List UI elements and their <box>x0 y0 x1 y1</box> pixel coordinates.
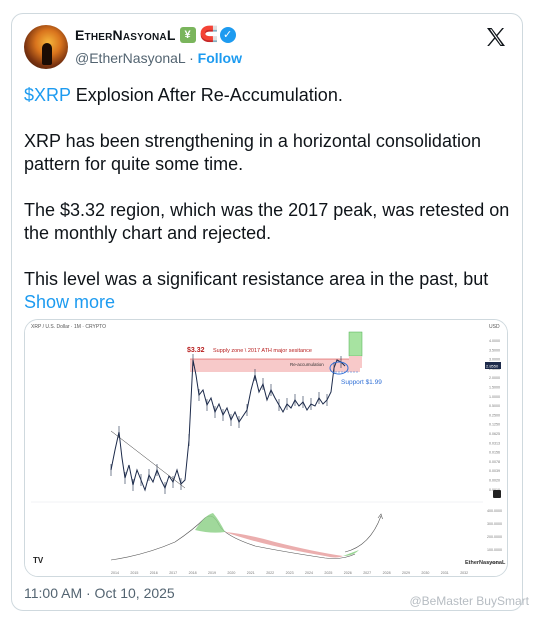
y-tick-label: 2.0000 <box>489 376 500 380</box>
reaccumulation-label: Re-accumulation <box>290 362 324 367</box>
y-tick-label: 0.0020 <box>489 479 500 483</box>
handle[interactable]: @EtherNasyonaL <box>75 50 186 66</box>
x-tick-label: 2023 <box>286 571 294 575</box>
x-tick-label: 2017 <box>169 571 177 575</box>
y-tick-label: 0.0156 <box>489 451 500 455</box>
support-label: Support $1.99 <box>341 379 382 386</box>
headline: $XRP Explosion After Re-Accumulation. <box>24 84 512 107</box>
x-tick-label: 2024 <box>305 571 313 575</box>
magnet-badge-icon: 🧲 <box>199 26 219 43</box>
follow-button[interactable]: Follow <box>197 50 242 66</box>
oscillator-up-fill <box>195 513 225 533</box>
x-tick-label: 2016 <box>150 571 158 575</box>
candles <box>110 354 342 494</box>
paragraph-3: The $3.32 region, which was the 2017 pea… <box>24 200 510 243</box>
y-tick-label: 0.0625 <box>489 432 500 436</box>
display-name[interactable]: EtherNasyonaL <box>75 27 176 43</box>
retest-circle <box>329 361 349 375</box>
x-tick-label: 2028 <box>383 571 391 575</box>
y-tick-label: 1.0000 <box>489 395 500 399</box>
headline-text: Explosion After Re-Accumulation. <box>70 85 343 105</box>
footer-watermark: @BeMaster BuySmart <box>409 594 529 608</box>
x-tick-label: 2032 <box>460 571 468 575</box>
y-tick-label: 0.5000 <box>489 404 500 408</box>
osc-tick-label: 300.0000 <box>487 522 502 526</box>
arrow-head <box>377 513 383 520</box>
paragraph-4: This level was a significant resistance … <box>24 268 512 314</box>
x-tick-label: 2031 <box>441 571 449 575</box>
y-tick-label: 0.2500 <box>489 413 500 417</box>
osc-tick-label: 200.0000 <box>487 535 502 539</box>
zone-label: Supply zone \ 2017 ATH major sesitance <box>213 348 312 354</box>
cashtag-link[interactable]: $XRP <box>24 85 71 105</box>
y-tick-label: 0.0039 <box>489 469 500 473</box>
verified-badge-icon: ✓ <box>219 27 236 43</box>
x-tick-label: 2026 <box>344 571 352 575</box>
price-tag-value: 2.8550 <box>486 364 499 369</box>
price-line <box>110 359 346 492</box>
y-tick-label: 0.1250 <box>489 423 500 427</box>
y-tick-label: 3.0000 <box>489 358 500 362</box>
price-chart: XRP / U.S. Dollar · 1M · CRYPTO USD 4.00… <box>25 320 507 576</box>
brand-watermark: EtherNasyonaL <box>465 560 506 566</box>
x-tick-label: 2025 <box>324 571 332 575</box>
tradingview-logo-icon: TV <box>33 556 44 565</box>
target-box <box>348 331 363 357</box>
x-tick-label: 2019 <box>208 571 216 575</box>
x-tick-label: 2015 <box>130 571 138 575</box>
osc-tick-label: 0.0000 <box>487 561 498 565</box>
y-tick-label: 0.0313 <box>489 441 500 445</box>
downtrend-line <box>110 430 186 489</box>
x-logo-icon[interactable] <box>484 25 508 49</box>
x-tick-label: 2027 <box>363 571 371 575</box>
y-tick-label: 0.0078 <box>489 460 500 464</box>
chart-currency: USD <box>489 324 500 330</box>
y-tick-label: 3.5000 <box>489 348 500 352</box>
x-tick-label: 2022 <box>266 571 274 575</box>
tweet-text: $XRP Explosion After Re-Accumulation. XR… <box>24 84 512 314</box>
separator: · <box>185 50 198 66</box>
x-tick-label: 2020 <box>227 571 235 575</box>
y-tick-label: 0.0010 <box>489 488 500 492</box>
osc-tick-label: 400.0000 <box>487 509 502 513</box>
oscillator-recovery-fill <box>343 550 359 556</box>
x-tick-label: 2014 <box>111 571 119 575</box>
oscillator-pane <box>110 513 359 561</box>
yen-badge-icon: ¥ <box>179 27 196 43</box>
y-tick-label: 1.5000 <box>489 386 500 390</box>
oscillator-down-fill <box>225 532 343 558</box>
show-more-link[interactable]: Show more <box>24 292 116 312</box>
chart-header: XRP / U.S. Dollar · 1M · CRYPTO <box>31 324 106 330</box>
avatar[interactable] <box>24 25 68 69</box>
x-tick-label: 2030 <box>421 571 429 575</box>
author-name-row: EtherNasyonaL ¥ 🧲 ✓ <box>75 27 236 43</box>
handle-row: @EtherNasyonaL · Follow <box>75 50 242 66</box>
osc-tick-label: 100.0000 <box>487 548 502 552</box>
tweet-card[interactable]: EtherNasyonaL ¥ 🧲 ✓ @EtherNasyonaL · Fol… <box>11 13 523 611</box>
y-tick-label: 4.0000 <box>489 339 500 343</box>
oscillator-axis: 400.0000 300.0000 200.0000 100.0000 0.0000 <box>487 509 502 565</box>
zone-price-label: $3.32 <box>187 347 205 354</box>
x-axis: 2014 2015 2016 2017 2018 2019 2020 2021 2022 2023… <box>111 571 468 575</box>
chart-image[interactable]: XRP / U.S. Dollar · 1M · CRYPTO USD 4.00… <box>24 319 508 577</box>
supply-zone-band <box>190 359 360 372</box>
paragraph-2: XRP has been strengthening in a horizont… <box>24 131 481 174</box>
chart-settings-icon[interactable] <box>493 490 501 498</box>
risk-box <box>349 356 362 368</box>
x-tick-label: 2021 <box>247 571 255 575</box>
x-tick-label: 2029 <box>402 571 410 575</box>
price-tag <box>485 362 501 369</box>
paragraph-4-text: This level was a significant resistance … <box>24 269 489 289</box>
projection-arrow <box>344 515 382 553</box>
x-tick-label: 2018 <box>189 571 197 575</box>
avatar-figure <box>42 43 52 65</box>
timestamp[interactable]: 11:00 AM · Oct 10, 2025 <box>24 585 175 601</box>
